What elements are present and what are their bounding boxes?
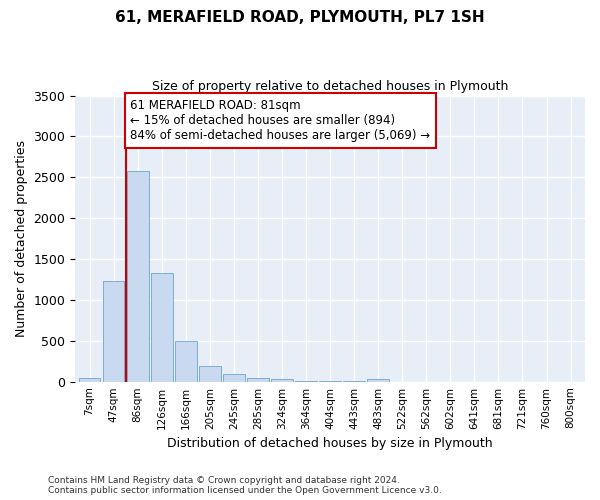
- Bar: [223, 374, 245, 382]
- Bar: [103, 281, 124, 382]
- Title: Size of property relative to detached houses in Plymouth: Size of property relative to detached ho…: [152, 80, 508, 93]
- Bar: [151, 273, 173, 382]
- Bar: [295, 381, 317, 382]
- Y-axis label: Number of detached properties: Number of detached properties: [15, 140, 28, 337]
- Text: Contains HM Land Registry data © Crown copyright and database right 2024.
Contai: Contains HM Land Registry data © Crown c…: [48, 476, 442, 495]
- Bar: [271, 379, 293, 382]
- Bar: [175, 341, 197, 382]
- Bar: [199, 366, 221, 382]
- X-axis label: Distribution of detached houses by size in Plymouth: Distribution of detached houses by size …: [167, 437, 493, 450]
- Text: 61, MERAFIELD ROAD, PLYMOUTH, PL7 1SH: 61, MERAFIELD ROAD, PLYMOUTH, PL7 1SH: [115, 10, 485, 25]
- Bar: [367, 379, 389, 382]
- Bar: [127, 171, 149, 382]
- Text: 61 MERAFIELD ROAD: 81sqm
← 15% of detached houses are smaller (894)
84% of semi-: 61 MERAFIELD ROAD: 81sqm ← 15% of detach…: [130, 99, 431, 142]
- Bar: [79, 378, 100, 382]
- Bar: [247, 378, 269, 382]
